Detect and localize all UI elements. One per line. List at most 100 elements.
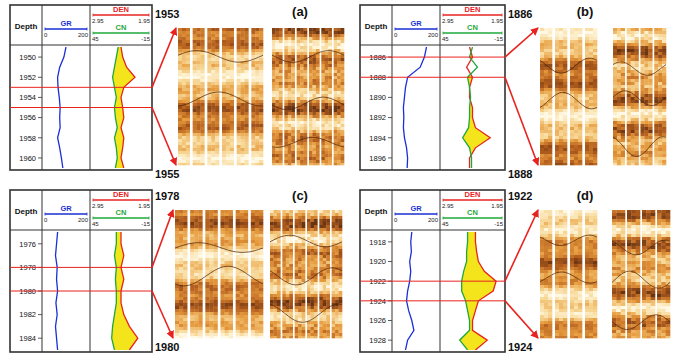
panel-title: (a): [292, 4, 308, 19]
interval-arrow: [152, 28, 176, 87]
image-pixel: [304, 91, 308, 94]
image-pixel: [297, 124, 301, 127]
image-pixel: [186, 37, 190, 40]
image-pixel: [259, 88, 263, 91]
image-pixel: [275, 40, 279, 43]
image-pixel: [255, 106, 259, 109]
image-pixel: [328, 100, 332, 103]
image-pixel: [559, 46, 563, 49]
image-pixel: [211, 121, 215, 124]
image-pixel: [241, 76, 245, 79]
image-pixel: [251, 118, 255, 121]
image-pixel: [304, 76, 308, 79]
image-pixel: [337, 118, 341, 121]
image-pixel: [197, 133, 201, 136]
image-pixel: [321, 121, 325, 124]
image-pixel: [300, 130, 304, 133]
image-pixel: [241, 91, 245, 94]
image-pixel: [563, 94, 567, 97]
image-pixel: [548, 103, 552, 106]
image-pixel: [284, 106, 288, 109]
image-pixel: [548, 40, 552, 43]
image-pixel: [182, 136, 186, 139]
image-pixel: [251, 43, 255, 46]
image-pixel: [559, 49, 563, 52]
image-pixel: [563, 37, 567, 40]
image-pixel: [200, 76, 204, 79]
image-pixel: [544, 148, 548, 151]
image-pixel: [316, 76, 320, 79]
image-pixel: [211, 133, 215, 136]
image-pixel: [207, 37, 211, 40]
image-pixel: [244, 97, 248, 100]
image-pixel: [337, 40, 341, 43]
image-pixel: [230, 34, 234, 37]
image-pixel: [244, 106, 248, 109]
image-pixel: [197, 79, 201, 82]
image-pixel: [559, 88, 563, 91]
image-pixel: [279, 61, 283, 64]
image-pixel: [341, 148, 345, 151]
image-pixel: [291, 31, 295, 34]
image-pixel: [182, 61, 186, 64]
image-pixel: [328, 76, 332, 79]
image-pixel: [222, 67, 226, 70]
log-panel: Depth188618881890189218941896GR0200DEN2.…: [360, 4, 666, 180]
image-pixel: [548, 37, 552, 40]
image-pixel: [325, 31, 329, 34]
image-pixel: [548, 61, 552, 64]
image-pixel: [237, 124, 241, 127]
image-pixel: [255, 79, 259, 82]
image-pixel: [284, 67, 288, 70]
image-pixel: [200, 133, 204, 136]
image-pixel: [300, 124, 304, 127]
image-pixel: [540, 157, 544, 160]
image-pixel: [300, 88, 304, 91]
image-pixel: [230, 76, 234, 79]
image-pixel: [540, 82, 544, 85]
image-pixel: [304, 124, 308, 127]
image-pixel: [279, 103, 283, 106]
image-pixel: [241, 37, 245, 40]
image-pixel: [316, 103, 320, 106]
image-pixel: [548, 130, 552, 133]
image-pixel: [540, 70, 544, 73]
image-pixel: [297, 118, 301, 121]
image-pixel: [182, 151, 186, 154]
image-pixel: [325, 154, 329, 157]
image-pixel: [300, 61, 304, 64]
image-pixel: [244, 103, 248, 106]
image-pixel: [309, 88, 313, 91]
image-pixel: [540, 109, 544, 112]
image-pixel: [222, 85, 226, 88]
image-pixel: [251, 55, 255, 58]
image-pixel: [244, 52, 248, 55]
scale-tick-label: 45: [442, 36, 449, 42]
image-pixel: [237, 106, 241, 109]
image-pixel: [222, 106, 226, 109]
image-pixel: [337, 115, 341, 118]
image-pixel: [337, 121, 341, 124]
image-pixel: [312, 133, 316, 136]
image-pixel: [312, 28, 316, 31]
image-pixel: [226, 109, 230, 112]
image-pixel: [178, 109, 182, 112]
image-pixel: [555, 34, 559, 37]
image-pixel: [291, 64, 295, 67]
image-pixel: [548, 151, 552, 154]
image-pixel: [182, 82, 186, 85]
image-pixel: [193, 139, 197, 142]
series-name: DEN: [113, 5, 129, 14]
image-pixel: [244, 76, 248, 79]
image-pixel: [241, 109, 245, 112]
image-pixel: [544, 34, 548, 37]
image-pixel: [548, 46, 552, 49]
image-pixel: [237, 82, 241, 85]
image-pixel: [197, 67, 201, 70]
image-pixel: [312, 103, 316, 106]
image-pixel: [186, 46, 190, 49]
image-pixel: [325, 103, 329, 106]
depth-tick-label: 1896: [369, 154, 386, 163]
image-pixel: [548, 52, 552, 55]
image-pixel: [207, 133, 211, 136]
